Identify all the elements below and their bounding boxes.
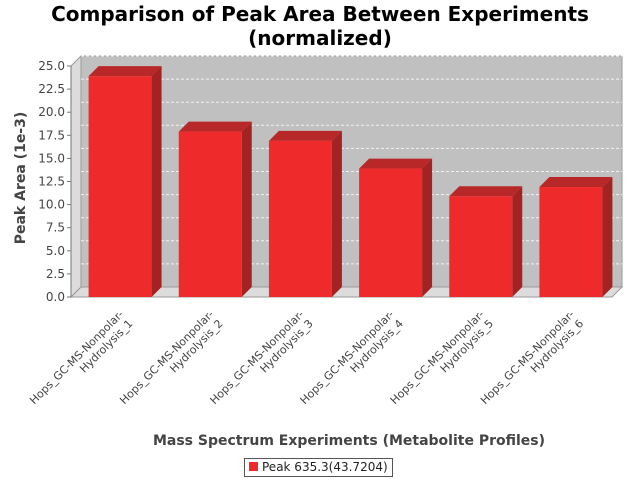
- y-tick-label: 0.0: [46, 290, 65, 304]
- legend: Peak 635.3(43.7204): [244, 458, 393, 477]
- bar-front: [539, 187, 603, 297]
- plot-background: [69, 54, 624, 299]
- y-tick-label: 15.0: [38, 151, 65, 165]
- bar-front: [268, 140, 332, 297]
- x-tick-label-line: Hops_GC-MS-Nonpolar-: [117, 308, 216, 407]
- bar: [539, 177, 613, 297]
- chart-title-line-2: (normalized): [248, 26, 392, 50]
- chart-title: Comparison of Peak Area Between Experime…: [0, 2, 640, 50]
- bar-front: [178, 131, 242, 297]
- bar-group: [88, 66, 613, 297]
- bar-side: [422, 158, 433, 297]
- bar-top: [178, 121, 252, 132]
- legend-swatch: [249, 462, 258, 471]
- y-tick-label: 25.0: [38, 59, 65, 73]
- x-axis: Hops_GC-MS-Nonpolar-Hydrolysis_1Hops_GC-…: [27, 308, 586, 407]
- bar-side: [151, 66, 162, 297]
- bar-side: [512, 186, 523, 297]
- chart-title-line-1: Comparison of Peak Area Between Experime…: [51, 2, 589, 26]
- y-tick-label: 2.5: [46, 267, 65, 281]
- bar-side: [602, 177, 613, 297]
- bar-top: [88, 66, 162, 77]
- bar-top: [539, 177, 613, 188]
- y-tick-label: 12.5: [38, 175, 65, 189]
- bar-front: [88, 76, 152, 297]
- bar: [88, 66, 162, 297]
- x-tick-label-line: Hops_GC-MS-Nonpolar-: [478, 308, 577, 407]
- bar-front: [359, 168, 423, 297]
- bar-top: [268, 130, 342, 141]
- y-tick-label: 22.5: [38, 82, 65, 96]
- x-tick-label-line: Hops_GC-MS-Nonpolar-: [298, 308, 397, 407]
- bar-side: [331, 130, 342, 297]
- y-axis: 0.0 2.5 5.0 7.5 10.0 12.5 15.0 17.5 20.0 22.5 25.0: [38, 59, 72, 304]
- bar: [178, 121, 252, 297]
- x-tick-label-line: Hops_GC-MS-Nonpolar-: [207, 308, 306, 407]
- y-tick-label: 17.5: [38, 128, 65, 142]
- bar-side: [241, 121, 252, 297]
- bar-front: [449, 196, 513, 297]
- y-tick-label: 7.5: [46, 221, 65, 235]
- bar-top: [449, 186, 523, 197]
- legend-label: Peak 635.3(43.7204): [262, 460, 388, 474]
- bar: [449, 186, 523, 297]
- bar: [268, 130, 342, 297]
- plot-left-wall: [70, 54, 82, 299]
- y-tick-label: 20.0: [38, 105, 65, 119]
- y-tick-label: 5.0: [46, 244, 65, 258]
- x-tick-label-line: Hops_GC-MS-Nonpolar-: [27, 308, 126, 407]
- y-axis-label: Peak Area (1e-3): [13, 112, 29, 245]
- y-tick-label: 10.0: [38, 198, 65, 212]
- x-tick-label-line: Hops_GC-MS-Nonpolar-: [388, 308, 487, 407]
- bar: [359, 158, 433, 297]
- x-axis-label: Mass Spectrum Experiments (Metabolite Pr…: [153, 433, 545, 449]
- bar-top: [359, 158, 433, 169]
- x-tick-label: Hops_GC-MS-Nonpolar-Hydrolysis_6: [478, 308, 586, 407]
